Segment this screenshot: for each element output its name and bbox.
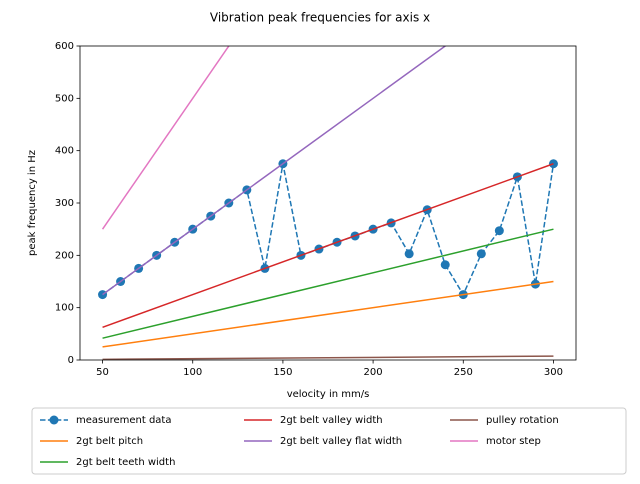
legend-marker xyxy=(49,415,59,425)
series-line xyxy=(102,228,554,339)
y-tick-label: 500 xyxy=(55,93,74,104)
data-point xyxy=(404,249,414,259)
x-tick-label: 300 xyxy=(544,367,563,378)
y-tick-label: 100 xyxy=(55,303,74,314)
x-tick-label: 50 xyxy=(96,367,109,378)
data-point xyxy=(476,249,486,259)
y-tick-label: 0 xyxy=(68,355,74,366)
data-point xyxy=(440,260,450,270)
series-line xyxy=(101,46,230,230)
y-tick-label: 600 xyxy=(55,41,74,52)
plot-area xyxy=(98,46,558,360)
series-line xyxy=(102,355,554,360)
legend-label: measurement data xyxy=(76,415,171,426)
chart-title: Vibration peak frequencies for axis x xyxy=(210,11,430,25)
x-axis-label: velocity in mm/s xyxy=(287,389,370,400)
series-line xyxy=(102,163,554,328)
x-tick-label: 100 xyxy=(183,367,202,378)
legend-label: 2gt belt valley width xyxy=(280,415,383,426)
y-tick-label: 300 xyxy=(55,198,74,209)
x-tick-label: 150 xyxy=(273,367,292,378)
legend xyxy=(31,407,627,475)
legend-label: 2gt belt teeth width xyxy=(76,457,175,468)
legend-label: 2gt belt valley flat width xyxy=(280,436,402,447)
y-tick-label: 400 xyxy=(55,146,74,157)
legend-label: motor step xyxy=(486,436,541,447)
y-tick-label: 200 xyxy=(55,250,74,261)
series-line xyxy=(102,46,447,296)
x-tick-label: 200 xyxy=(364,367,383,378)
series-line xyxy=(102,163,555,297)
axes-frame xyxy=(79,45,577,361)
x-tick-label: 250 xyxy=(454,367,473,378)
y-axis-label: peak frequency in Hz xyxy=(27,150,38,256)
legend-label: pulley rotation xyxy=(486,415,559,426)
data-point xyxy=(494,226,504,236)
series-line xyxy=(102,280,554,348)
legend-label: 2gt belt pitch xyxy=(76,436,143,447)
